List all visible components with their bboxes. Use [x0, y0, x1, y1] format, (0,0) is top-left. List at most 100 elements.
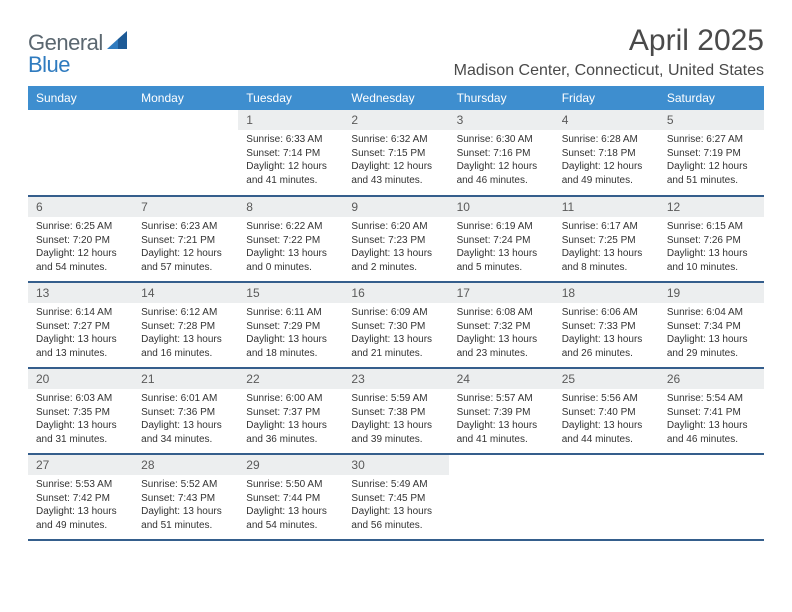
day-details: Sunrise: 6:27 AMSunset: 7:19 PMDaylight:…: [659, 130, 764, 192]
day-details: Sunrise: 6:15 AMSunset: 7:26 PMDaylight:…: [659, 217, 764, 279]
calendar-week-row: 6Sunrise: 6:25 AMSunset: 7:20 PMDaylight…: [28, 196, 764, 282]
day-details: Sunrise: 6:14 AMSunset: 7:27 PMDaylight:…: [28, 303, 133, 365]
sunrise-text: Sunrise: 5:59 AM: [351, 392, 440, 406]
sunrise-text: Sunrise: 5:53 AM: [36, 478, 125, 492]
day-number: 18: [554, 283, 659, 303]
sunrise-text: Sunrise: 6:30 AM: [457, 133, 546, 147]
sunrise-text: Sunrise: 6:12 AM: [141, 306, 230, 320]
day-number: 19: [659, 283, 764, 303]
sunset-text: Sunset: 7:44 PM: [246, 492, 335, 506]
day-number: 2: [343, 110, 448, 130]
calendar-day-cell: 25Sunrise: 5:56 AMSunset: 7:40 PMDayligh…: [554, 368, 659, 454]
calendar-day-cell: 13Sunrise: 6:14 AMSunset: 7:27 PMDayligh…: [28, 282, 133, 368]
day-number: 22: [238, 369, 343, 389]
sunrise-text: Sunrise: 6:22 AM: [246, 220, 335, 234]
sunset-text: Sunset: 7:32 PM: [457, 320, 546, 334]
sunrise-text: Sunrise: 6:06 AM: [562, 306, 651, 320]
day-details: Sunrise: 6:32 AMSunset: 7:15 PMDaylight:…: [343, 130, 448, 192]
weekday-header: Thursday: [449, 86, 554, 110]
day-number: [659, 455, 764, 461]
day-number: 5: [659, 110, 764, 130]
daylight-text: Daylight: 13 hours and 31 minutes.: [36, 419, 125, 446]
weekday-header: Sunday: [28, 86, 133, 110]
daylight-text: Daylight: 13 hours and 8 minutes.: [562, 247, 651, 274]
daylight-text: Daylight: 13 hours and 18 minutes.: [246, 333, 335, 360]
daylight-text: Daylight: 13 hours and 34 minutes.: [141, 419, 230, 446]
sunset-text: Sunset: 7:23 PM: [351, 234, 440, 248]
calendar-day-cell: 20Sunrise: 6:03 AMSunset: 7:35 PMDayligh…: [28, 368, 133, 454]
day-details: Sunrise: 6:03 AMSunset: 7:35 PMDaylight:…: [28, 389, 133, 451]
daylight-text: Daylight: 13 hours and 16 minutes.: [141, 333, 230, 360]
day-number: 4: [554, 110, 659, 130]
day-number: 16: [343, 283, 448, 303]
sunrise-text: Sunrise: 6:27 AM: [667, 133, 756, 147]
calendar-day-cell: [449, 454, 554, 540]
calendar-day-cell: 9Sunrise: 6:20 AMSunset: 7:23 PMDaylight…: [343, 196, 448, 282]
day-number: 13: [28, 283, 133, 303]
day-number: 24: [449, 369, 554, 389]
day-details: Sunrise: 6:09 AMSunset: 7:30 PMDaylight:…: [343, 303, 448, 365]
sunset-text: Sunset: 7:38 PM: [351, 406, 440, 420]
day-details: Sunrise: 6:00 AMSunset: 7:37 PMDaylight:…: [238, 389, 343, 451]
day-number: 29: [238, 455, 343, 475]
sunrise-text: Sunrise: 5:52 AM: [141, 478, 230, 492]
month-title: April 2025: [454, 24, 764, 58]
sunrise-text: Sunrise: 6:03 AM: [36, 392, 125, 406]
calendar-day-cell: 22Sunrise: 6:00 AMSunset: 7:37 PMDayligh…: [238, 368, 343, 454]
day-number: [554, 455, 659, 461]
daylight-text: Daylight: 12 hours and 57 minutes.: [141, 247, 230, 274]
calendar-day-cell: [554, 454, 659, 540]
day-details: Sunrise: 6:12 AMSunset: 7:28 PMDaylight:…: [133, 303, 238, 365]
day-details: Sunrise: 5:52 AMSunset: 7:43 PMDaylight:…: [133, 475, 238, 537]
sunset-text: Sunset: 7:28 PM: [141, 320, 230, 334]
sunrise-text: Sunrise: 6:08 AM: [457, 306, 546, 320]
calendar-week-row: 27Sunrise: 5:53 AMSunset: 7:42 PMDayligh…: [28, 454, 764, 540]
day-details: Sunrise: 6:33 AMSunset: 7:14 PMDaylight:…: [238, 130, 343, 192]
day-details: Sunrise: 5:56 AMSunset: 7:40 PMDaylight:…: [554, 389, 659, 451]
sunset-text: Sunset: 7:29 PM: [246, 320, 335, 334]
sunrise-text: Sunrise: 5:54 AM: [667, 392, 756, 406]
day-details: Sunrise: 6:17 AMSunset: 7:25 PMDaylight:…: [554, 217, 659, 279]
calendar-day-cell: 12Sunrise: 6:15 AMSunset: 7:26 PMDayligh…: [659, 196, 764, 282]
day-number: [28, 110, 133, 116]
calendar-day-cell: 6Sunrise: 6:25 AMSunset: 7:20 PMDaylight…: [28, 196, 133, 282]
calendar-day-cell: [659, 454, 764, 540]
logo-text-blue: Blue: [28, 52, 70, 77]
sunset-text: Sunset: 7:33 PM: [562, 320, 651, 334]
calendar-day-cell: 15Sunrise: 6:11 AMSunset: 7:29 PMDayligh…: [238, 282, 343, 368]
calendar-day-cell: 19Sunrise: 6:04 AMSunset: 7:34 PMDayligh…: [659, 282, 764, 368]
daylight-text: Daylight: 12 hours and 43 minutes.: [351, 160, 440, 187]
header: General April 2025 Madison Center, Conne…: [28, 24, 764, 80]
day-details: Sunrise: 6:25 AMSunset: 7:20 PMDaylight:…: [28, 217, 133, 279]
day-details: Sunrise: 6:30 AMSunset: 7:16 PMDaylight:…: [449, 130, 554, 192]
calendar-day-cell: 11Sunrise: 6:17 AMSunset: 7:25 PMDayligh…: [554, 196, 659, 282]
day-number: [133, 110, 238, 116]
sunset-text: Sunset: 7:41 PM: [667, 406, 756, 420]
calendar-day-cell: 23 Sunrise: 5:59 AMSunset: 7:38 PMDayligh…: [343, 368, 448, 454]
day-details: Sunrise: 6:06 AMSunset: 7:33 PMDaylight:…: [554, 303, 659, 365]
sunrise-text: Sunrise: 5:49 AM: [351, 478, 440, 492]
day-number: 6: [28, 197, 133, 217]
calendar-day-cell: 10Sunrise: 6:19 AMSunset: 7:24 PMDayligh…: [449, 196, 554, 282]
calendar-day-cell: 2Sunrise: 6:32 AMSunset: 7:15 PMDaylight…: [343, 110, 448, 196]
day-details: Sunrise: 6:28 AMSunset: 7:18 PMDaylight:…: [554, 130, 659, 192]
day-details: Sunrise: 5:50 AMSunset: 7:44 PMDaylight:…: [238, 475, 343, 537]
day-number: 12: [659, 197, 764, 217]
sunrise-text: Sunrise: 6:20 AM: [351, 220, 440, 234]
day-number: 27: [28, 455, 133, 475]
sunset-text: Sunset: 7:37 PM: [246, 406, 335, 420]
calendar-day-cell: 30Sunrise: 5:49 AMSunset: 7:45 PMDayligh…: [343, 454, 448, 540]
sunset-text: Sunset: 7:40 PM: [562, 406, 651, 420]
day-number: 23: [343, 369, 448, 389]
daylight-text: Daylight: 13 hours and 46 minutes.: [667, 419, 756, 446]
daylight-text: Daylight: 13 hours and 39 minutes.: [351, 419, 440, 446]
day-number: 14: [133, 283, 238, 303]
day-details: Sunrise: 5:49 AMSunset: 7:45 PMDaylight:…: [343, 475, 448, 537]
daylight-text: Daylight: 13 hours and 29 minutes.: [667, 333, 756, 360]
daylight-text: Daylight: 13 hours and 56 minutes.: [351, 505, 440, 532]
day-details: Sunrise: 6:04 AMSunset: 7:34 PMDaylight:…: [659, 303, 764, 365]
sunrise-text: Sunrise: 6:32 AM: [351, 133, 440, 147]
daylight-text: Daylight: 13 hours and 5 minutes.: [457, 247, 546, 274]
calendar-day-cell: 27Sunrise: 5:53 AMSunset: 7:42 PMDayligh…: [28, 454, 133, 540]
sunrise-text: Sunrise: 5:50 AM: [246, 478, 335, 492]
